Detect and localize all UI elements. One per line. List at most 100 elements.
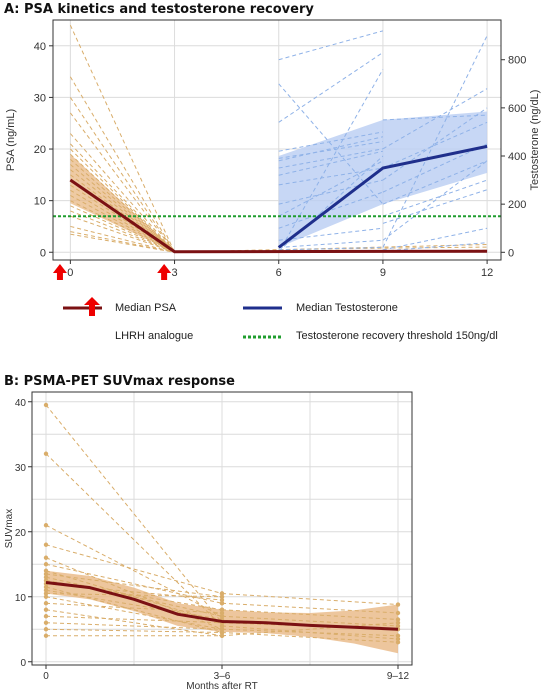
suvmax-point (43, 607, 49, 612)
legend-lhrh-label: LHRH analogue (115, 330, 194, 342)
median-testosterone-line (277, 144, 488, 249)
suvmax-individual-line (45, 589, 223, 620)
suvmax-individual-line (45, 596, 223, 630)
testosterone-individual-line (382, 160, 488, 241)
suvmax-point (43, 591, 49, 596)
y-tick-label-b-2: 20 (15, 528, 27, 539)
testosterone-individual-line (382, 160, 488, 205)
testosterone-individual-line (278, 131, 384, 152)
y-tick-label-left-2: 20 (34, 144, 46, 156)
suvmax-individual-line (45, 609, 223, 637)
testosterone-individual-line (382, 227, 488, 251)
suvmax-point (43, 584, 49, 590)
psa-individual-line (70, 215, 175, 253)
suvmax-point (43, 601, 49, 606)
suvmax-individual-line (45, 593, 223, 598)
legend-panel-a (63, 297, 282, 316)
suvmax-individual-line (221, 602, 399, 614)
suvmax-point (219, 623, 225, 629)
panel-b-chart: 0 3–6 9–12 0 10 20 30 40 Months after RT SUVmax (4, 391, 413, 690)
testosterone-individual-line (382, 179, 488, 217)
suvmax-point (395, 620, 401, 625)
testosterone-individual-line (382, 189, 488, 224)
x-tick-label-a-1: 3 (171, 267, 177, 279)
testosterone-individual-line (382, 107, 488, 181)
x-tick-label-a-0: 0 (67, 267, 73, 279)
suvmax-point (395, 617, 401, 622)
psa-individual-line (70, 164, 175, 253)
suvmax-point (219, 597, 225, 603)
psa-individual-line (70, 225, 175, 253)
suvmax-point (395, 640, 401, 645)
y-tick-label-left-4: 40 (34, 41, 46, 53)
y-tick-label-b-1: 10 (15, 593, 27, 604)
suvmax-individual-line (45, 573, 223, 598)
suvmax-point (219, 607, 225, 612)
legend-threshold-icon (243, 335, 282, 339)
y-axis-label-left: PSA (ng/mL) (5, 109, 17, 171)
lhrh-arrow-icon (157, 264, 172, 280)
suvmax-point (219, 610, 225, 616)
testosterone-individual-line (382, 88, 488, 150)
x-axis-label-b: Months after RT (186, 681, 258, 690)
y-tick-label-b-3: 30 (15, 463, 27, 474)
psa-individual-line (70, 233, 175, 253)
testosterone-individual-line (278, 148, 384, 169)
testosterone-individual-line (278, 141, 384, 159)
y-tick-label-left-1: 10 (34, 196, 46, 208)
suvmax-point (43, 594, 49, 599)
testosterone-individual-line (278, 69, 384, 253)
testosterone-individual-line (382, 121, 488, 169)
suvmax-individual-line (45, 628, 223, 633)
suvmax-point (43, 575, 49, 580)
panel-a-title: A: PSA kinetics and testosterone recover… (4, 2, 314, 17)
suvmax-point (395, 633, 401, 638)
panel-b-title: B: PSMA-PET SUVmax response (4, 374, 235, 389)
psa-individual-line (70, 210, 175, 253)
lhrh-arrow-icon (52, 264, 67, 280)
suvmax-point (43, 451, 49, 456)
suvmax-individual-line (45, 544, 223, 594)
testosterone-individual-line (278, 167, 384, 186)
psa-individual-line (70, 148, 175, 253)
x-tick-label-a-2: 6 (276, 267, 282, 279)
y-axis-label-b: SUVmax (4, 509, 15, 548)
suvmax-individual-line (45, 615, 223, 624)
testosterone-individual-line (278, 246, 383, 251)
psa-individual-line (69, 76, 175, 253)
suvmax-point (43, 562, 49, 567)
y-tick-label-b-4: 40 (15, 398, 27, 409)
y-tick-label-right-4: 800 (508, 55, 526, 67)
suvmax-individual-line (221, 622, 399, 637)
x-tick-label-b-1: 3–6 (214, 671, 231, 682)
panel-a-frame (52, 19, 502, 261)
y-tick-label-b-0: 0 (20, 658, 26, 669)
suvmax-individual-line (45, 602, 223, 614)
suvmax-point (395, 636, 401, 642)
median-psa-line (69, 178, 488, 254)
x-tick-label-b-0: 0 (43, 671, 49, 682)
psa-individual-line (70, 205, 175, 253)
suvmax-individual-line (45, 570, 223, 624)
suvmax-point (43, 402, 49, 408)
y-tick-label-right-1: 200 (508, 199, 526, 211)
suvmax-point (43, 568, 49, 573)
suvmax-individual-line (221, 625, 399, 640)
testosterone-individual-line (278, 239, 383, 248)
suvmax-point (43, 542, 49, 547)
suvmax-individual-line (221, 609, 399, 620)
suvmax-point (395, 623, 401, 629)
suvmax-point (43, 627, 49, 632)
panel-a-chart: 0369120102030400200400600800Months after… (5, 19, 541, 280)
x-tick-label-b-2: 9–12 (387, 671, 410, 682)
suvmax-point (395, 610, 401, 616)
psa-individual-line (70, 231, 175, 253)
suvmax-point (219, 591, 225, 596)
suvmax-individual-line (221, 622, 399, 630)
suvmax-point (43, 620, 49, 625)
suvmax-point (43, 614, 49, 619)
testosterone-individual-line (278, 179, 384, 205)
suvmax-individual-line (45, 524, 223, 617)
suvmax-point (219, 601, 225, 606)
suvmax-individual-line (45, 622, 223, 630)
